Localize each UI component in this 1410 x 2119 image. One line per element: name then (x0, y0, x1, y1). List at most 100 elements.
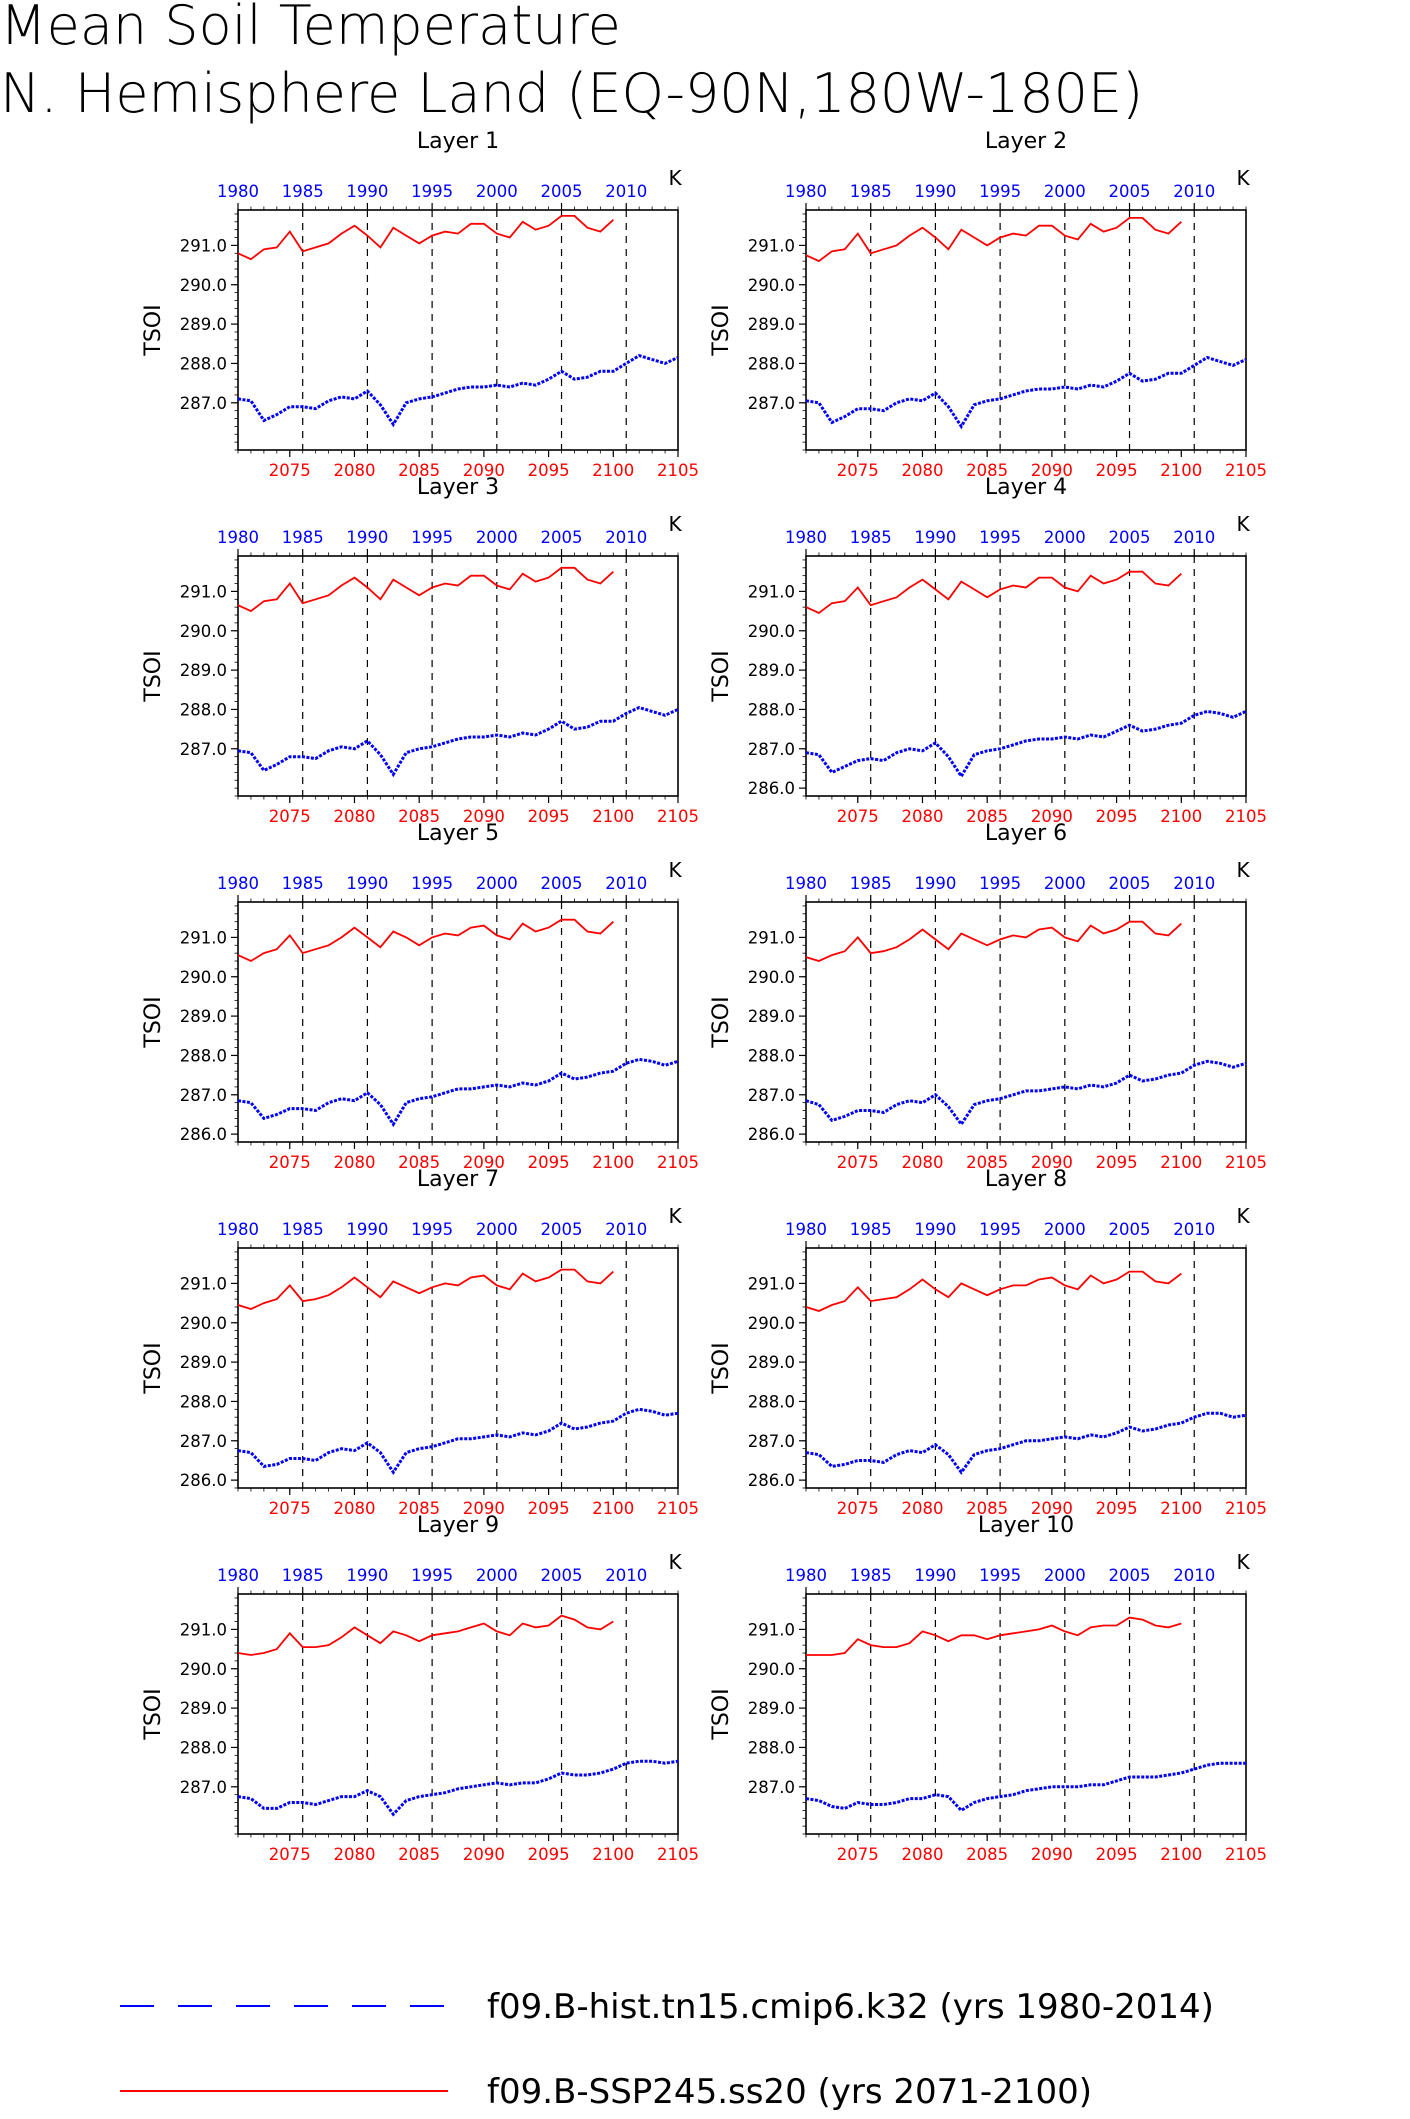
y-tick-label: 286.0 (748, 1125, 795, 1144)
y-tick-label: 289.0 (180, 1353, 227, 1372)
bottom-tick-label: 2105 (657, 461, 699, 480)
panel-layer-6: Layer 6 1980 1985 1990 1995 2000 2005 2010 K 2075… (709, 821, 1267, 1172)
top-tick-label: 1980 (217, 1566, 259, 1585)
series-hist-line (237, 1407, 679, 1476)
y-axis-label: TSOI (709, 650, 734, 702)
bottom-tick-label: 2085 (966, 807, 1008, 826)
y-tick-label: 287.0 (748, 1778, 795, 1797)
top-tick-label: 1995 (411, 874, 453, 893)
unit-label: K (668, 1204, 682, 1228)
plot-frame (237, 1247, 679, 1489)
bottom-tick-label: 2100 (1160, 807, 1202, 826)
panel-layer-1: Layer 1 1980 1985 1990 1995 2000 2005 2010 K 2075… (141, 129, 699, 480)
y-tick-label: 287.0 (748, 1432, 795, 1451)
series-future-line (805, 570, 1182, 615)
plot-frame (237, 1593, 679, 1835)
top-tick-label: 2010 (605, 182, 647, 201)
plot-frame (805, 1593, 1247, 1835)
top-tick-label: 2010 (1173, 528, 1215, 547)
y-tick-label: 287.0 (180, 394, 227, 413)
top-tick-label: 2005 (541, 874, 583, 893)
top-tick-label: 2005 (1109, 528, 1151, 547)
top-tick-label: 1985 (850, 528, 892, 547)
panel-layer-4: Layer 4 1980 1985 1990 1995 2000 2005 2010 K 2075… (709, 475, 1267, 826)
bottom-tick-label: 2085 (966, 1153, 1008, 1172)
y-tick-label: 288.0 (180, 1046, 227, 1065)
panel-layer-9: Layer 9 1980 1985 1990 1995 2000 2005 2010 K 2075… (141, 1513, 699, 1864)
y-tick-label: 288.0 (748, 1738, 795, 1757)
bottom-tick-label: 2080 (901, 461, 943, 480)
top-tick-label: 1985 (282, 528, 324, 547)
y-tick-label: 289.0 (748, 1007, 795, 1026)
bottom-tick-label: 2090 (463, 807, 505, 826)
bottom-tick-label: 2105 (657, 1499, 699, 1518)
figure-subtitle: N. Hemisphere Land (EQ-90N,180W-180E) (0, 62, 1143, 125)
top-tick-label: 2000 (1044, 874, 1086, 893)
bottom-tick-label: 2080 (333, 1845, 375, 1864)
top-tick-label: 1990 (346, 874, 388, 893)
top-tick-label: 1985 (282, 182, 324, 201)
y-axis-label: TSOI (709, 1688, 734, 1740)
panel-title: Layer 9 (417, 1513, 499, 1538)
top-tick-label: 1985 (282, 874, 324, 893)
series-hist-line (805, 1411, 1247, 1475)
series-hist-line (805, 355, 1247, 430)
top-tick-label: 1990 (914, 528, 956, 547)
unit-label: K (668, 512, 682, 536)
y-tick-label: 290.0 (748, 276, 795, 295)
top-tick-label: 1995 (979, 528, 1021, 547)
series-future-line (805, 920, 1182, 962)
unit-label: K (668, 858, 682, 882)
bottom-tick-label: 2105 (657, 1845, 699, 1864)
top-tick-label: 2010 (1173, 1220, 1215, 1239)
bottom-tick-label: 2085 (398, 1845, 440, 1864)
y-tick-label: 287.0 (180, 740, 227, 759)
top-tick-label: 1995 (979, 1220, 1021, 1239)
top-tick-label: 2010 (1173, 1566, 1215, 1585)
top-tick-label: 2005 (541, 528, 583, 547)
top-tick-label: 1995 (979, 1566, 1021, 1585)
top-tick-label: 1990 (914, 1220, 956, 1239)
y-tick-label: 287.0 (180, 1086, 227, 1105)
y-tick-label: 291.0 (748, 1274, 795, 1293)
top-tick-label: 2000 (1044, 1220, 1086, 1239)
bottom-tick-label: 2095 (528, 1499, 570, 1518)
bottom-tick-label: 2100 (592, 1499, 634, 1518)
bottom-tick-label: 2080 (901, 1499, 943, 1518)
bottom-tick-label: 2090 (463, 461, 505, 480)
y-tick-label: 291.0 (180, 582, 227, 601)
top-tick-label: 1980 (217, 1220, 259, 1239)
top-tick-label: 1980 (785, 874, 827, 893)
series-hist-line (805, 709, 1247, 780)
series-hist-line (237, 353, 679, 428)
plot-frame (237, 901, 679, 1143)
bottom-tick-label: 2105 (1225, 1499, 1267, 1518)
y-tick-label: 288.0 (180, 700, 227, 719)
y-tick-label: 290.0 (748, 1314, 795, 1333)
bottom-tick-label: 2100 (1160, 1845, 1202, 1864)
top-tick-label: 1985 (850, 1566, 892, 1585)
y-tick-label: 289.0 (748, 315, 795, 334)
y-tick-label: 286.0 (180, 1471, 227, 1490)
bottom-tick-label: 2090 (1031, 461, 1073, 480)
y-tick-label: 287.0 (180, 1432, 227, 1451)
y-tick-label: 290.0 (180, 968, 227, 987)
plot-frame (805, 209, 1247, 451)
top-tick-label: 2010 (1173, 182, 1215, 201)
bottom-tick-label: 2105 (1225, 807, 1267, 826)
panel-layer-7: Layer 7 1980 1985 1990 1995 2000 2005 2010 K 2075… (141, 1167, 699, 1518)
series-hist-line (237, 705, 679, 778)
top-tick-label: 1990 (914, 874, 956, 893)
series-future-line (237, 1614, 614, 1656)
bottom-tick-label: 2085 (398, 1499, 440, 1518)
series-future-line (805, 216, 1182, 263)
bottom-tick-label: 2080 (901, 807, 943, 826)
bottom-tick-label: 2075 (269, 1845, 311, 1864)
bottom-tick-label: 2100 (592, 1153, 634, 1172)
figure-title: Mean Soil Temperature (0, 0, 621, 57)
top-tick-label: 1995 (979, 182, 1021, 201)
panel-layer-8: Layer 8 1980 1985 1990 1995 2000 2005 2010 K 2075… (709, 1167, 1267, 1518)
panel-title: Layer 10 (978, 1513, 1074, 1538)
top-tick-label: 1990 (346, 182, 388, 201)
